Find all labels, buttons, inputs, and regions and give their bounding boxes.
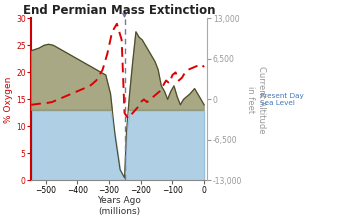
X-axis label: Years Ago
(millions): Years Ago (millions) (97, 196, 141, 216)
Y-axis label: Current Altitude
in feet: Current Altitude in feet (246, 66, 266, 133)
Y-axis label: % Oxygen: % Oxygen (4, 76, 13, 123)
Title: End Permian Mass Extinction: End Permian Mass Extinction (23, 4, 216, 17)
Text: Present Day
Sea Level: Present Day Sea Level (260, 93, 304, 106)
